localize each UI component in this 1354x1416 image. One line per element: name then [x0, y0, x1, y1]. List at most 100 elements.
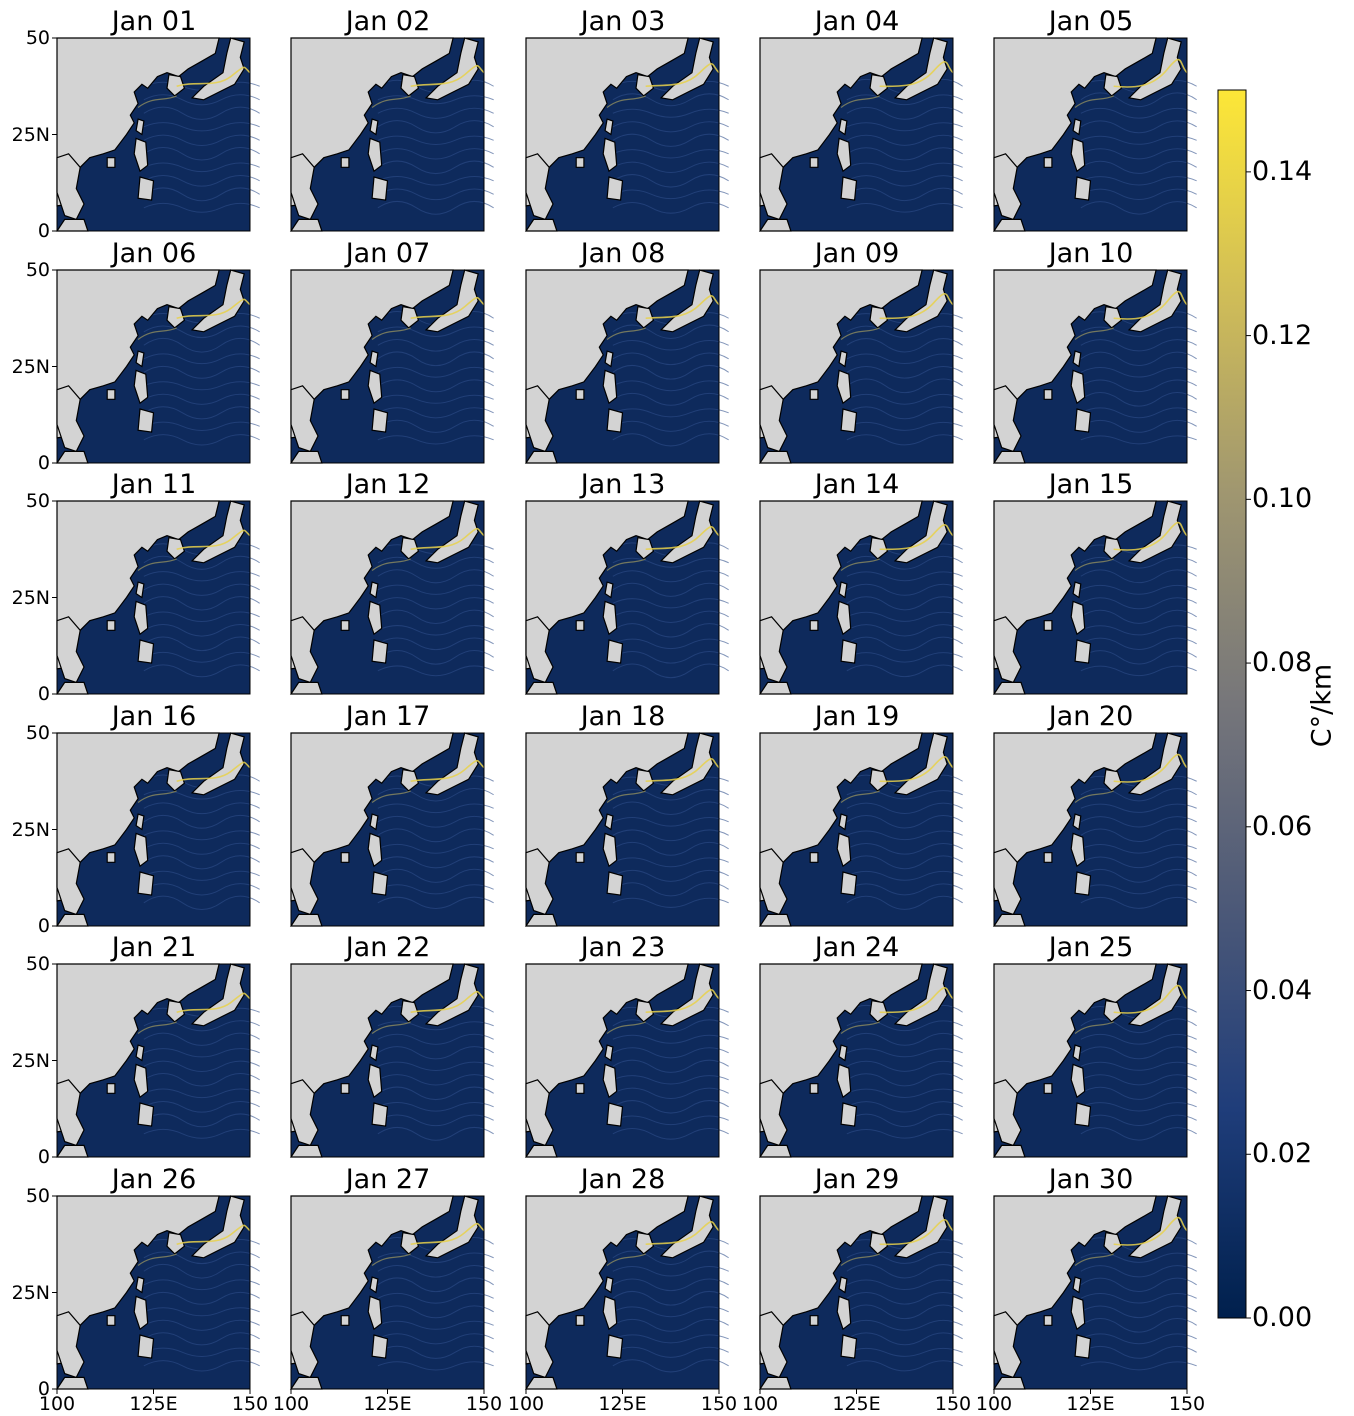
sst-front-line — [377, 176, 494, 186]
island — [606, 639, 624, 664]
island — [606, 1102, 624, 1127]
sst-front-line — [377, 884, 494, 895]
sst-front-line — [612, 1059, 729, 1073]
sst-front-line — [143, 393, 260, 405]
sst-front-line — [1080, 379, 1197, 393]
sst-front-line — [377, 1061, 494, 1071]
x-tick-label: 100 — [272, 1393, 310, 1415]
map-panel — [524, 1195, 729, 1390]
island — [400, 769, 420, 792]
x-tick-label: 150 — [231, 1393, 269, 1415]
sst-front-line — [143, 353, 260, 365]
sst-front-line — [377, 788, 494, 802]
sst-front-line — [143, 162, 260, 173]
panel-title: Jan 12 — [345, 469, 431, 500]
sst-front-line — [612, 149, 729, 159]
sst-front-line — [612, 1115, 729, 1126]
island — [166, 306, 186, 329]
x-tick-label: 125E — [832, 1393, 881, 1415]
kuroshio-front — [879, 523, 954, 551]
sst-front-line — [1080, 339, 1197, 352]
sst-front-line — [377, 649, 494, 665]
island — [424, 500, 479, 564]
island — [606, 871, 624, 896]
island — [1043, 1083, 1053, 1094]
island — [367, 369, 383, 405]
island — [166, 1000, 186, 1023]
kuroshio-front — [410, 759, 485, 783]
sst-front-line — [612, 189, 729, 200]
sst-front-line — [377, 188, 494, 201]
island — [400, 74, 420, 97]
kuroshio-front — [879, 755, 954, 783]
land-mass — [290, 616, 319, 684]
island — [602, 369, 618, 405]
kuroshio-front — [410, 64, 485, 88]
sst-front-line — [1080, 1074, 1197, 1086]
panel-frame — [993, 963, 1188, 1158]
sst-front-line — [846, 636, 963, 652]
sst-front-line — [377, 160, 494, 175]
kuroshio-front — [879, 986, 954, 1014]
map-panel — [758, 1195, 963, 1390]
island — [190, 1195, 245, 1259]
sst-front-line — [143, 1128, 260, 1139]
panel-title: Jan 18 — [580, 701, 666, 732]
sst-front-line — [846, 664, 963, 678]
y-tick-label: 50 — [25, 259, 50, 281]
panel-frame — [993, 269, 1188, 464]
island — [106, 389, 116, 400]
land-mass — [290, 385, 319, 453]
coastal-front — [840, 95, 880, 108]
land-mass — [525, 1079, 554, 1147]
sst-front-line — [1080, 1305, 1197, 1319]
sst-front-line — [612, 121, 729, 133]
island — [893, 500, 948, 564]
colorbar-tick-label: 0.02 — [1252, 1138, 1313, 1170]
sst-front-line — [1080, 107, 1197, 119]
coastal-front — [137, 95, 177, 108]
sst-front-line — [1080, 1317, 1197, 1333]
island — [893, 1195, 948, 1259]
sst-front-line — [143, 202, 260, 213]
island — [1072, 1044, 1082, 1062]
island — [838, 1276, 848, 1294]
island — [838, 581, 848, 599]
island — [1070, 369, 1086, 405]
island — [602, 1295, 618, 1331]
sst-front-line — [612, 1087, 729, 1100]
sst-front-line — [143, 325, 260, 339]
sst-front-line — [143, 1088, 260, 1099]
sst-front-line — [612, 392, 729, 406]
island — [424, 37, 479, 101]
panel-title: Jan 21 — [111, 932, 197, 963]
sst-front-line — [377, 148, 494, 160]
sst-front-line — [612, 1334, 729, 1344]
island — [575, 389, 585, 400]
y-tick-label: 0 — [37, 1146, 50, 1168]
map-panel — [289, 37, 494, 232]
sst-front-line — [377, 1345, 494, 1359]
sst-front-line — [846, 365, 963, 379]
sst-front-line — [612, 1278, 729, 1292]
sst-front-line — [1080, 584, 1197, 595]
island — [137, 1102, 155, 1127]
island — [604, 350, 614, 368]
sst-front-line — [612, 352, 729, 366]
island — [602, 600, 618, 636]
island — [424, 963, 479, 1027]
map-panel — [55, 1195, 260, 1390]
sst-front-line — [143, 571, 260, 582]
panel-title: Jan 08 — [580, 238, 666, 269]
sst-front-line — [377, 379, 494, 393]
panel-frame — [525, 37, 720, 232]
island — [635, 769, 655, 792]
island — [190, 269, 245, 333]
kuroshio-front — [410, 527, 485, 551]
coastal-front — [137, 1021, 177, 1034]
sst-front-line — [1080, 803, 1197, 813]
sst-front-line — [1080, 1345, 1197, 1359]
sst-front-line — [612, 841, 729, 856]
panel-title: Jan 17 — [345, 701, 431, 732]
island — [340, 852, 350, 863]
